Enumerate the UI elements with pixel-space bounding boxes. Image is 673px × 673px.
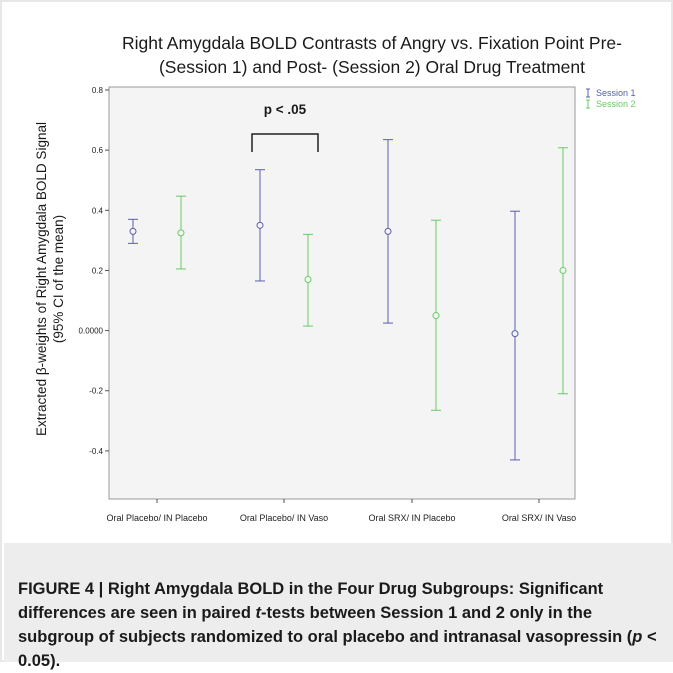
y-tick-label: 0.6	[92, 146, 104, 155]
error-bar-1-1	[128, 218, 138, 244]
significance-label: p < .05	[264, 102, 307, 117]
y-axis-label-line-2: (95% CI of the mean)	[51, 215, 66, 343]
mean-point	[129, 227, 137, 235]
legend-label: Session 2	[596, 99, 636, 109]
caption-label: FIGURE 4 |	[18, 580, 104, 598]
y-tick-label: 0.0000	[79, 327, 104, 336]
y-tick-label: 0.2	[92, 266, 104, 275]
y-tick-label: 0.8	[92, 86, 104, 95]
x-tick-label: Oral Placebo/ IN Placebo	[106, 513, 207, 523]
error-bar-2-4	[558, 147, 568, 395]
y-axis-label-line-1: Extracted β-weights of Right Amygdala BO…	[34, 122, 49, 436]
chart: Right Amygdala BOLD Contrasts of Angry v…	[34, 33, 636, 523]
y-tick-label: -0.2	[89, 387, 103, 396]
plot-area	[108, 86, 576, 500]
mean-point	[304, 275, 312, 283]
error-bar-1-2	[255, 169, 265, 282]
y-axis-ticks: 0.8 0.6 0.4 0.2 0.0000 -0.2 -0.4	[79, 86, 109, 456]
caption-text-2: -tests between Session 1 and 2 only in t…	[18, 604, 633, 646]
caption-background	[4, 543, 673, 662]
legend-label: Session 1	[596, 88, 636, 98]
y-tick-label: -0.4	[89, 447, 103, 456]
error-bar-1-3	[383, 139, 393, 324]
legend-item-2: Session 2	[586, 99, 636, 109]
error-bar-1-4	[510, 210, 520, 461]
caption-text: Right Amygdala BOLD in the Four Drug Sub…	[18, 580, 604, 622]
mean-point	[511, 330, 519, 338]
y-tick-label: 0.4	[92, 206, 104, 215]
caption-t-letter: t	[255, 604, 262, 622]
significance-bracket	[251, 133, 319, 152]
figure-caption: FIGURE 4 | Right Amygdala BOLD in the Fo…	[18, 577, 663, 673]
error-bar-2-1	[176, 195, 186, 270]
error-bars	[128, 139, 568, 461]
mean-point	[384, 227, 392, 235]
error-bar-2-3	[431, 219, 441, 411]
mean-point	[177, 229, 185, 237]
x-axis-ticks: Oral Placebo/ IN Placebo Oral Placebo/ IN…	[106, 499, 576, 523]
mean-point	[432, 312, 440, 320]
error-bar-2-2	[303, 233, 313, 327]
mean-point	[559, 266, 567, 274]
x-tick-label: Oral SRX/ IN Placebo	[368, 513, 455, 523]
x-tick-label: Oral SRX/ IN Vaso	[502, 513, 576, 523]
chart-title-line-1: Right Amygdala BOLD Contrasts of Angry v…	[122, 33, 622, 53]
caption-p-letter: p	[632, 628, 643, 646]
chart-title-line-2: (Session 1) and Post- (Session 2) Oral D…	[159, 57, 585, 77]
significance-annotation: p < .05	[251, 102, 319, 152]
mean-point	[256, 221, 264, 229]
legend-item-1: Session 1	[586, 88, 636, 98]
x-tick-label: Oral Placebo/ IN Vaso	[240, 513, 328, 523]
